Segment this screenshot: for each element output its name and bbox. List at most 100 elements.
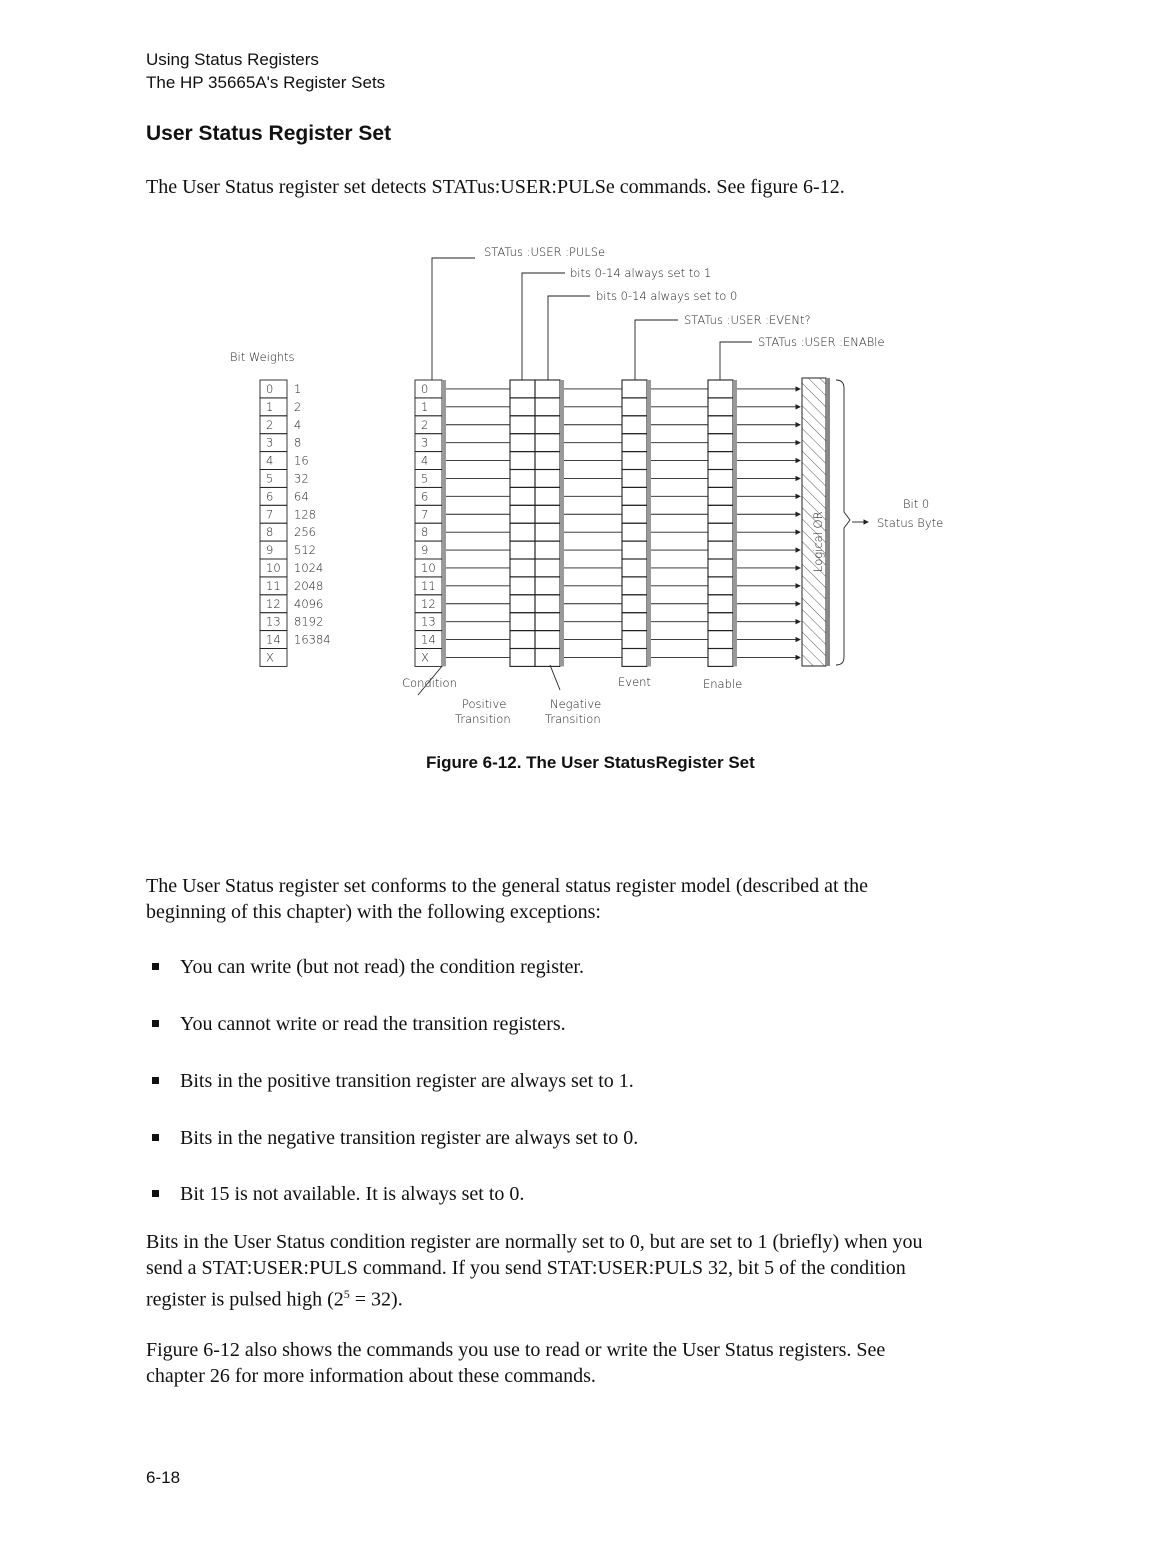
bit-weight-bit-number: 10 [266, 561, 281, 575]
condition-bit-number: 6 [421, 489, 428, 503]
label-logical-or: Logical OR [811, 511, 825, 572]
positive-transition-cell [509, 540, 536, 560]
event-cell [621, 379, 648, 399]
condition-bit-number: 3 [421, 436, 428, 450]
paragraph-3-line-1: Figure 6-12 also shows the commands you … [146, 1339, 886, 1361]
positive-transition-cell [509, 612, 536, 632]
condition-register-shadow [442, 380, 446, 667]
negative-transition-cell [534, 630, 561, 650]
positive-transition-cell [509, 504, 536, 524]
condition-cell [414, 379, 443, 399]
bit-weight-bit-number: 12 [266, 597, 281, 611]
positive-transition-cell [509, 397, 536, 417]
positive-transition-cell [509, 522, 536, 542]
condition-cell [414, 397, 443, 417]
text: register is pulsed high (2 [146, 1288, 344, 1311]
figure-caption: Figure 6-12. The User StatusRegister Set [426, 753, 755, 772]
bullet-text: You cannot write or read the transition … [180, 1013, 566, 1035]
cmd-neg-trans: bits 0-14 always set to 0 [596, 289, 737, 303]
label-enable: Enable [703, 677, 742, 691]
cmd-pulse: STATus :USER :PULSe [484, 245, 605, 259]
event-cell [621, 594, 648, 614]
negative-transition-cell [534, 468, 561, 488]
register-diagram: 0 1 01 2 12 4 23 8 34 16 45 32 56 64 67 128 78 256 89 512 91… [230, 245, 943, 726]
enable-cell [707, 397, 734, 417]
bit-weight-bit-number: 6 [266, 489, 273, 503]
enable-cell [707, 540, 734, 560]
condition-cell [414, 415, 443, 435]
bit-weight-cell [259, 522, 288, 542]
event-cell [621, 486, 648, 506]
bit-weight-value: 64 [294, 489, 309, 503]
bit-weight-bit-number: 2 [266, 418, 273, 432]
text: = 32). [349, 1288, 403, 1311]
superscript: 5 [343, 1287, 350, 1301]
bit-weight-value: 128 [294, 507, 316, 521]
label-event: Event [618, 675, 651, 689]
bit-weight-cell [259, 415, 288, 435]
event-register-shadow [647, 380, 651, 667]
condition-cell [414, 504, 443, 524]
positive-transition-cell [509, 468, 536, 488]
bit-weight-value: 16384 [294, 633, 331, 647]
bullet-icon [152, 1077, 159, 1084]
event-cell [621, 647, 648, 667]
condition-cell [414, 433, 443, 453]
event-cell [621, 522, 648, 542]
bit-weight-bit-number: 4 [266, 454, 273, 468]
condition-cell [414, 451, 443, 470]
negative-transition-cell [534, 451, 561, 471]
negative-transition-cell [534, 415, 561, 435]
enable-cell [707, 630, 734, 650]
bit-weight-value: 1024 [294, 561, 323, 575]
bullet-icon [152, 1020, 159, 1027]
positive-transition-cell [509, 630, 536, 650]
positive-transition-cell [509, 647, 536, 667]
label-condition: Condition [402, 676, 457, 690]
bit-weight-bit-number: 3 [266, 436, 273, 450]
condition-cell [414, 469, 443, 488]
event-cell [621, 504, 648, 524]
negative-transition-cell [534, 504, 561, 524]
bullet-item: Bits in the negative transition register… [152, 1125, 638, 1151]
bullet-icon [152, 963, 159, 970]
bit-weight-cell [259, 540, 288, 560]
event-cell [621, 468, 648, 488]
bullet-item: You can write (but not read) the conditi… [152, 954, 584, 980]
bullet-text: You can write (but not read) the conditi… [180, 956, 584, 978]
enable-cell [707, 647, 734, 667]
label-status-byte: Status Byte [877, 516, 943, 530]
enable-cell [707, 486, 734, 506]
intro-paragraph: The User Status register set detects STA… [146, 176, 845, 198]
enable-cell [707, 415, 734, 435]
condition-bit-number: 7 [421, 507, 428, 521]
running-header-chapter: Using Status Registers [146, 50, 319, 69]
negative-transition-cell [534, 612, 561, 632]
condition-bit-number: 5 [421, 471, 428, 485]
positive-transition-cell [509, 379, 536, 399]
condition-bit-number: 4 [421, 454, 428, 468]
positive-transition-cell [509, 486, 536, 506]
bit-weight-value: 512 [294, 543, 316, 557]
bit-weight-cell [259, 451, 288, 470]
bit-weight-bit-number: 9 [266, 543, 273, 557]
condition-cell [414, 522, 443, 542]
label-positive-transition: Transition [455, 712, 511, 726]
enable-cell [707, 576, 734, 596]
positive-transition-cell [509, 576, 536, 596]
negative-transition-cell [534, 486, 561, 506]
paragraph-1: The User Status register set conforms to… [146, 873, 868, 925]
bullet-item: You cannot write or read the transition … [152, 1011, 566, 1037]
condition-bit-number: 10 [421, 561, 436, 575]
positive-transition-cell [509, 451, 536, 471]
bullet-text: Bits in the positive transition register… [180, 1070, 634, 1092]
label-negative-transition: Transition [545, 712, 601, 726]
event-cell [621, 558, 648, 578]
negative-transition-cell [534, 576, 561, 596]
bit-weight-bit-number: X [266, 650, 274, 664]
logical-or-shadow [826, 378, 830, 666]
negative-transition-cell [534, 379, 561, 399]
negative-transition-cell [534, 558, 561, 578]
bit-weight-cell [259, 504, 288, 524]
event-cell [621, 451, 648, 471]
